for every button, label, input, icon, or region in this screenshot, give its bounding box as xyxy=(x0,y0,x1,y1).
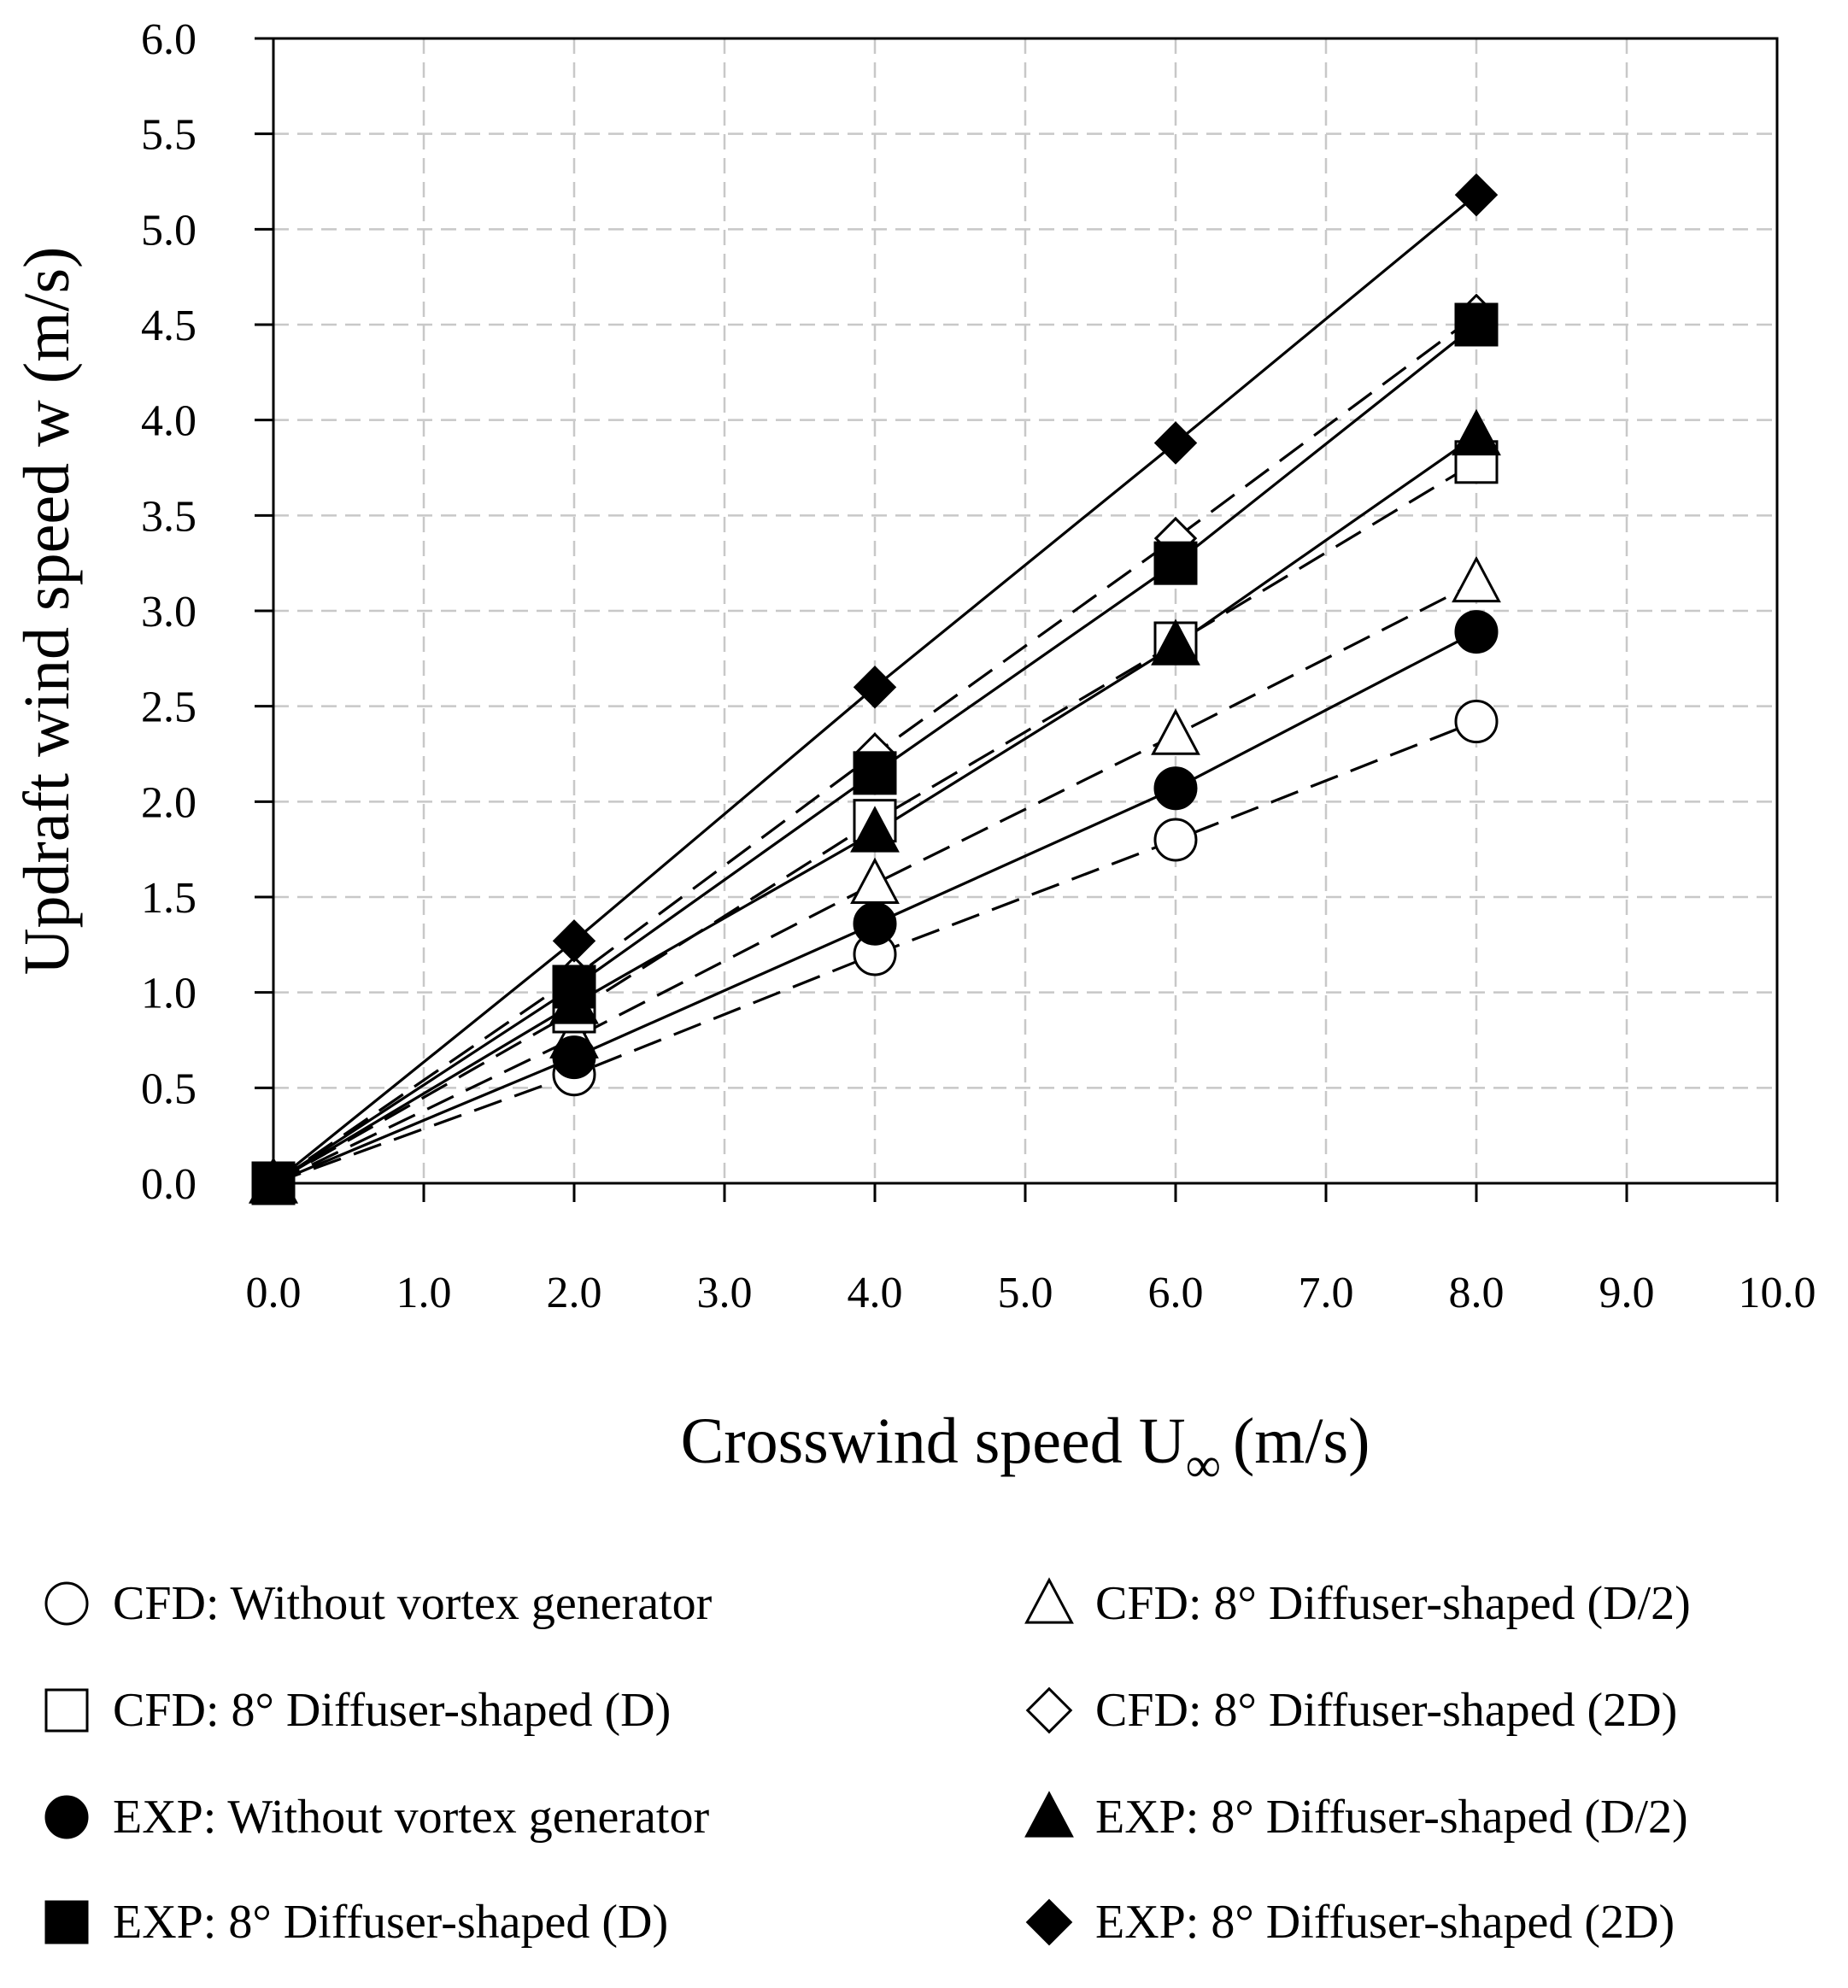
x-axis-title-subscript: ∞ xyxy=(1186,1437,1221,1492)
legend-entry-exp-8deg-diffuser-shaped-2d: EXP: 8° Diffuser-shaped (2D) xyxy=(1025,1896,1675,1949)
y-tick-label: 2.0 xyxy=(141,778,197,827)
x-tick-label: 0.0 xyxy=(246,1269,302,1317)
legend-entry-cfd-without-vortex-generator: CFD: Without vortex generator xyxy=(44,1577,713,1630)
legend-entry-cfd-8deg-diffuser-shaped-2d: CFD: 8° Diffuser-shaped (2D) xyxy=(1025,1684,1677,1737)
legend-label: EXP: Without vortex generator xyxy=(113,1791,709,1844)
y-tick-label: 0.5 xyxy=(141,1064,197,1113)
data-point-exp-8deg-diffuser-shaped-d xyxy=(552,965,596,1009)
legend-marker xyxy=(1025,1686,1073,1734)
data-point-cfd-8deg-diffuser-shaped-d-2 xyxy=(1452,555,1501,603)
y-tick-label: 1.5 xyxy=(141,874,197,923)
legend-entry-exp-8deg-diffuser-shaped-d-2: EXP: 8° Diffuser-shaped (D/2) xyxy=(1024,1791,1688,1844)
legend-label: EXP: 8° Diffuser-shaped (2D) xyxy=(1095,1896,1675,1949)
y-tick-label: 3.5 xyxy=(141,492,197,541)
x-tick-label: 8.0 xyxy=(1449,1269,1505,1317)
x-tick-label: 10.0 xyxy=(1739,1269,1816,1317)
data-point-exp-8deg-diffuser-shaped-d xyxy=(1153,541,1198,585)
legend-marker xyxy=(44,1795,89,1839)
data-point-cfd-without-vortex-generator xyxy=(1153,818,1198,862)
data-point-exp-8deg-diffuser-shaped-2d xyxy=(552,919,596,963)
data-point-exp-8deg-diffuser-shaped-d xyxy=(853,751,897,795)
legend-entry-exp-without-vortex-generator: EXP: Without vortex generator xyxy=(44,1791,709,1844)
y-tick-label: 1.0 xyxy=(141,970,197,1018)
y-tick-label: 4.5 xyxy=(141,302,197,350)
x-tick-label: 2.0 xyxy=(547,1269,602,1317)
data-point-exp-8deg-diffuser-shaped-2d xyxy=(1153,421,1198,465)
data-point-exp-8deg-diffuser-shaped-d-2 xyxy=(1452,408,1501,456)
data-point-exp-without-vortex-generator xyxy=(1454,610,1499,654)
x-axis-ticks: 0.0 1.0 2.0 3.0 4.0 5.0 6.0 7.0 8.0 9.0 10.0 xyxy=(246,1183,1816,1317)
legend-marker xyxy=(1025,1898,1073,1946)
legend-label: CFD: 8° Diffuser-shaped (D/2) xyxy=(1095,1577,1691,1630)
y-axis-title: Updraft wind speed w (m/s) xyxy=(11,247,83,976)
data-point-cfd-8deg-diffuser-shaped-d-2 xyxy=(850,857,900,904)
legend-marker xyxy=(44,1900,89,1944)
y-axis-ticks: 0.0 0.5 1.0 1.5 2.0 2.5 3.0 3.5 4.0 4.5 5.0 5.5 6.0 xyxy=(141,15,273,1209)
x-tick-label: 4.0 xyxy=(848,1269,903,1317)
y-tick-label: 3.0 xyxy=(141,588,197,636)
x-tick-label: 9.0 xyxy=(1599,1269,1655,1317)
x-tick-label: 5.0 xyxy=(998,1269,1053,1317)
data-point-cfd-without-vortex-generator xyxy=(1454,700,1499,744)
x-axis-title: Crosswind speed U∞ (m/s) xyxy=(681,1405,1370,1492)
data-point-exp-8deg-diffuser-shaped-d-2 xyxy=(1151,619,1200,666)
legend-marker xyxy=(1024,1791,1074,1838)
legend-label: EXP: 8° Diffuser-shaped (D) xyxy=(113,1896,668,1949)
grid xyxy=(273,38,1777,1183)
x-axis-title-unit: (m/s) xyxy=(1233,1405,1370,1477)
data-point-exp-without-vortex-generator xyxy=(552,1035,596,1080)
data-point-exp-8deg-diffuser-shaped-d xyxy=(1454,302,1499,347)
x-tick-label: 1.0 xyxy=(396,1269,452,1317)
x-tick-label: 7.0 xyxy=(1299,1269,1354,1317)
data-point-exp-without-vortex-generator xyxy=(1153,766,1198,811)
legend-marker xyxy=(1024,1577,1074,1624)
x-tick-label: 3.0 xyxy=(697,1269,753,1317)
data-point-exp-without-vortex-generator xyxy=(853,901,897,946)
y-tick-label: 6.0 xyxy=(141,15,197,64)
y-tick-label: 0.0 xyxy=(141,1160,197,1209)
data-point-exp-8deg-diffuser-shaped-2d xyxy=(1454,173,1499,217)
legend-label: CFD: 8° Diffuser-shaped (2D) xyxy=(1095,1684,1677,1737)
data-point-cfd-8deg-diffuser-shaped-d-2 xyxy=(1151,708,1200,755)
legend-entry-cfd-8deg-diffuser-shaped-d-2: CFD: 8° Diffuser-shaped (D/2) xyxy=(1024,1577,1691,1630)
legend-marker xyxy=(44,1581,89,1626)
y-tick-label: 4.0 xyxy=(141,397,197,446)
legend-entry-exp-8deg-diffuser-shaped-d: EXP: 8° Diffuser-shaped (D) xyxy=(44,1896,668,1949)
data-point-exp-8deg-diffuser-shaped-2d xyxy=(853,666,897,709)
y-tick-label: 5.0 xyxy=(141,206,197,255)
x-tick-label: 6.0 xyxy=(1148,1269,1204,1317)
legend-marker xyxy=(44,1688,89,1733)
series-line-cfd-8deg-diffuser-shaped-d-2 xyxy=(273,581,1477,1185)
data-point-exp-8deg-diffuser-shaped-d-2 xyxy=(850,806,900,853)
legend-label: CFD: 8° Diffuser-shaped (D) xyxy=(113,1684,671,1737)
y-tick-label: 5.5 xyxy=(141,111,197,160)
legend: CFD: Without vortex generator CFD: 8° Dif… xyxy=(44,1577,1691,1949)
legend-label: EXP: 8° Diffuser-shaped (D/2) xyxy=(1095,1791,1688,1844)
legend-entry-cfd-8deg-diffuser-shaped-d: CFD: 8° Diffuser-shaped (D) xyxy=(44,1684,671,1737)
legend-label: CFD: Without vortex generator xyxy=(113,1577,713,1630)
y-tick-label: 2.5 xyxy=(141,683,197,732)
